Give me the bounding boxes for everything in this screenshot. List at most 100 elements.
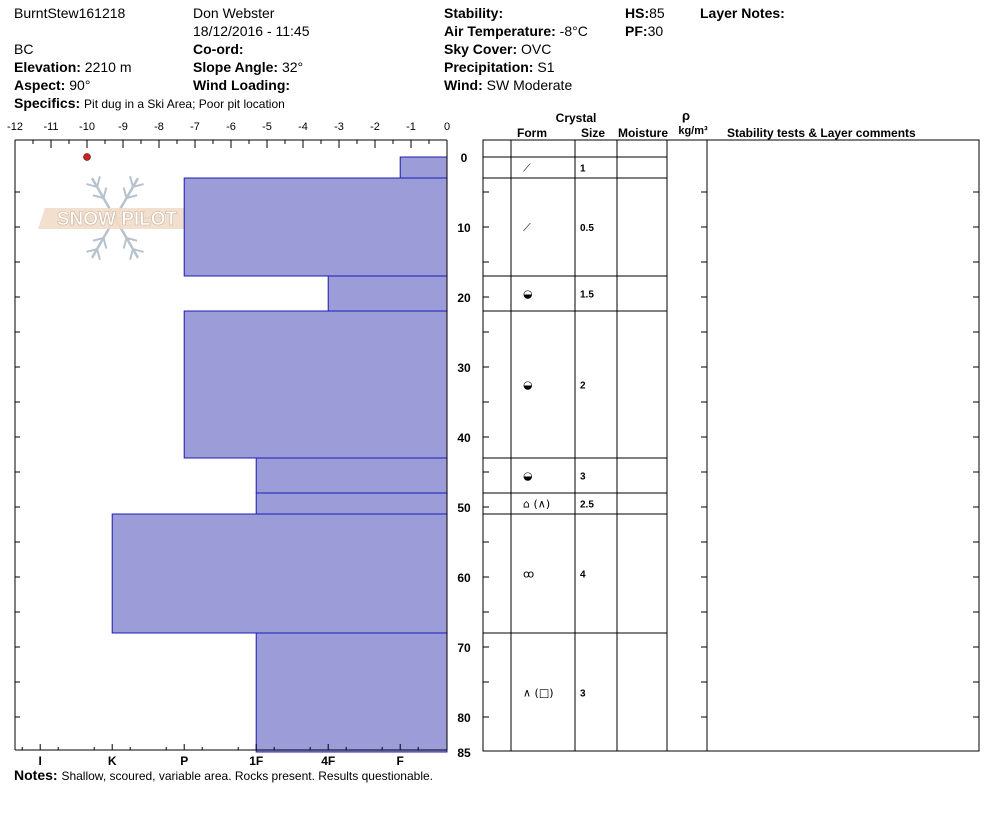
snowflake-branch xyxy=(96,176,101,188)
snowflake-branch xyxy=(122,187,128,199)
pf-label: PF: xyxy=(625,23,648,39)
snowflake-branch xyxy=(132,183,144,188)
elevation-row: Elevation: 2210 m xyxy=(14,59,132,75)
temp-tick-label: -4 xyxy=(298,121,308,133)
crystal-form-symbol: ◒ xyxy=(523,288,533,301)
watermark-text: SNOW PILOT xyxy=(57,209,178,230)
snowflake-branch xyxy=(92,236,104,242)
hardness-bar xyxy=(111,513,448,634)
specifics-row: Specifics: Pit dug in a Ski Area; Poor p… xyxy=(14,95,285,112)
crystal-form-symbol: ◒ xyxy=(523,379,533,392)
layer-table: ⟋ 1 ⟋ 0.5 ◒ 1.5 ◒ 2 ◒ 3 ⌂ (∧) 2.5 ꝏ 4 ∧ (□) 3 xyxy=(482,139,980,752)
hardness-label: K xyxy=(108,754,117,768)
temp-tick-label: -12 xyxy=(7,121,23,133)
notes-row: Notes: Shallow, scoured, variable area. … xyxy=(14,767,433,784)
pit-name: BurntStew161218 xyxy=(14,5,126,21)
precip-label: Precipitation: xyxy=(444,59,534,75)
snowflake-branch xyxy=(126,194,138,200)
hardness-label: 4F xyxy=(321,754,335,768)
depth-tick-label: 70 xyxy=(457,641,471,655)
crystal-form-symbol: ⟋ xyxy=(523,221,531,234)
snowflake-branch xyxy=(96,248,101,260)
elevation-value: 2210 m xyxy=(84,59,132,75)
temp-tick-label: -1 xyxy=(406,121,416,133)
crystal-form-symbol: ⟋ xyxy=(523,162,531,175)
density-unit-header: kg/m³ xyxy=(678,125,708,137)
pf-row: PF:30 xyxy=(625,23,663,39)
temp-tick-label: -8 xyxy=(154,121,164,133)
temperature-axis: -12 -11 -10 -9 -8 -7 -6 -5 -4 -3 -2 -1 0 xyxy=(7,121,450,148)
snowflake-branch xyxy=(126,236,138,242)
hardness-bar xyxy=(183,177,448,277)
precip-row: Precipitation: S1 xyxy=(444,59,554,75)
hardness-bars xyxy=(111,156,448,753)
snowflake-branch xyxy=(102,237,108,249)
hardness-label: P xyxy=(180,754,188,768)
depth-tick-label: 30 xyxy=(457,361,471,375)
comments-header: Stability tests & Layer comments xyxy=(727,126,916,140)
coord-label: Co-ord: xyxy=(193,41,244,57)
temp-tick-label: 0 xyxy=(444,121,450,133)
air-temp-row: Air Temperature: -8°C xyxy=(444,23,588,39)
wind-loading-label: Wind Loading: xyxy=(193,77,291,93)
layer-table-headers: Crystal Form Size Moisture ρ kg/m³ Stability t… xyxy=(517,108,916,140)
aspect-value: 90° xyxy=(69,77,91,93)
depth-tick-label: 85 xyxy=(457,746,471,760)
temp-tick-label: -3 xyxy=(334,121,344,133)
sky-label: Sky Cover: xyxy=(444,41,518,57)
aspect-label: Aspect: xyxy=(14,77,66,93)
slope-row: Slope Angle: 32° xyxy=(193,59,303,75)
temp-tick-label: -7 xyxy=(190,121,200,133)
depth-tick-label: 50 xyxy=(457,501,471,515)
stability-label: Stability: xyxy=(444,5,504,21)
slope-label: Slope Angle: xyxy=(193,59,279,75)
hardness-axis: I K P 1F 4F F xyxy=(21,744,419,768)
depth-tick-label: 40 xyxy=(457,431,471,445)
snowflake-branch xyxy=(129,248,134,260)
notes-label: Notes: xyxy=(14,767,58,783)
region: BC xyxy=(14,41,34,57)
notes-text: Shallow, scoured, variable area. Rocks p… xyxy=(61,769,433,783)
sky-row: Sky Cover: OVC xyxy=(444,41,551,57)
rho-header: ρ xyxy=(682,108,690,123)
specifics-value: Pit dug in a Ski Area; Poor pit location xyxy=(84,97,285,111)
temperature-point xyxy=(83,153,91,161)
datetime: 18/12/2016 - 11:45 xyxy=(193,23,310,39)
temp-tick-label: -10 xyxy=(79,121,95,133)
snowflake-branch xyxy=(132,248,144,253)
temp-tick-label: -5 xyxy=(262,121,272,133)
crystal-size: 3 xyxy=(580,472,586,483)
moisture-header: Moisture xyxy=(618,126,668,140)
crystal-size: 2 xyxy=(580,381,586,392)
hardness-bar xyxy=(327,275,448,312)
snowflake-branch xyxy=(86,248,98,253)
hardness-label: 1F xyxy=(249,754,263,768)
air-temp-label: Air Temperature: xyxy=(444,23,556,39)
crystal-size: 3 xyxy=(580,689,586,700)
crystal-form-symbol: ∧ (□) xyxy=(523,687,554,700)
snowflake-branch xyxy=(129,176,134,188)
snowflake-branch xyxy=(86,183,98,188)
crystal-size: 0.5 xyxy=(580,223,594,234)
hs-label: HS: xyxy=(625,5,650,21)
hs-row: HS:85 xyxy=(625,5,665,21)
snowpilot-watermark: SNOW PILOT xyxy=(38,176,195,260)
depth-tick-label: 0 xyxy=(461,151,468,165)
observer: Don Webster xyxy=(193,5,275,21)
sky-value: OVC xyxy=(521,41,552,57)
air-temp-value: -8°C xyxy=(559,23,588,39)
temperature-points xyxy=(83,153,91,161)
table-outline xyxy=(482,139,980,752)
crystal-form-symbol: ◒ xyxy=(523,470,533,483)
watermark-banner xyxy=(38,208,195,229)
crystal-header: Crystal xyxy=(556,111,597,125)
depth-tick-label: 10 xyxy=(457,221,471,235)
temp-tick-label: -6 xyxy=(226,121,236,133)
crystal-size: 2.5 xyxy=(580,500,594,511)
snowflake-branch xyxy=(102,187,108,199)
depth-tick-label: 80 xyxy=(457,711,471,725)
temp-tick-label: -2 xyxy=(370,121,380,133)
crystal-size: 4 xyxy=(580,570,586,581)
hardness-label: F xyxy=(397,754,404,768)
